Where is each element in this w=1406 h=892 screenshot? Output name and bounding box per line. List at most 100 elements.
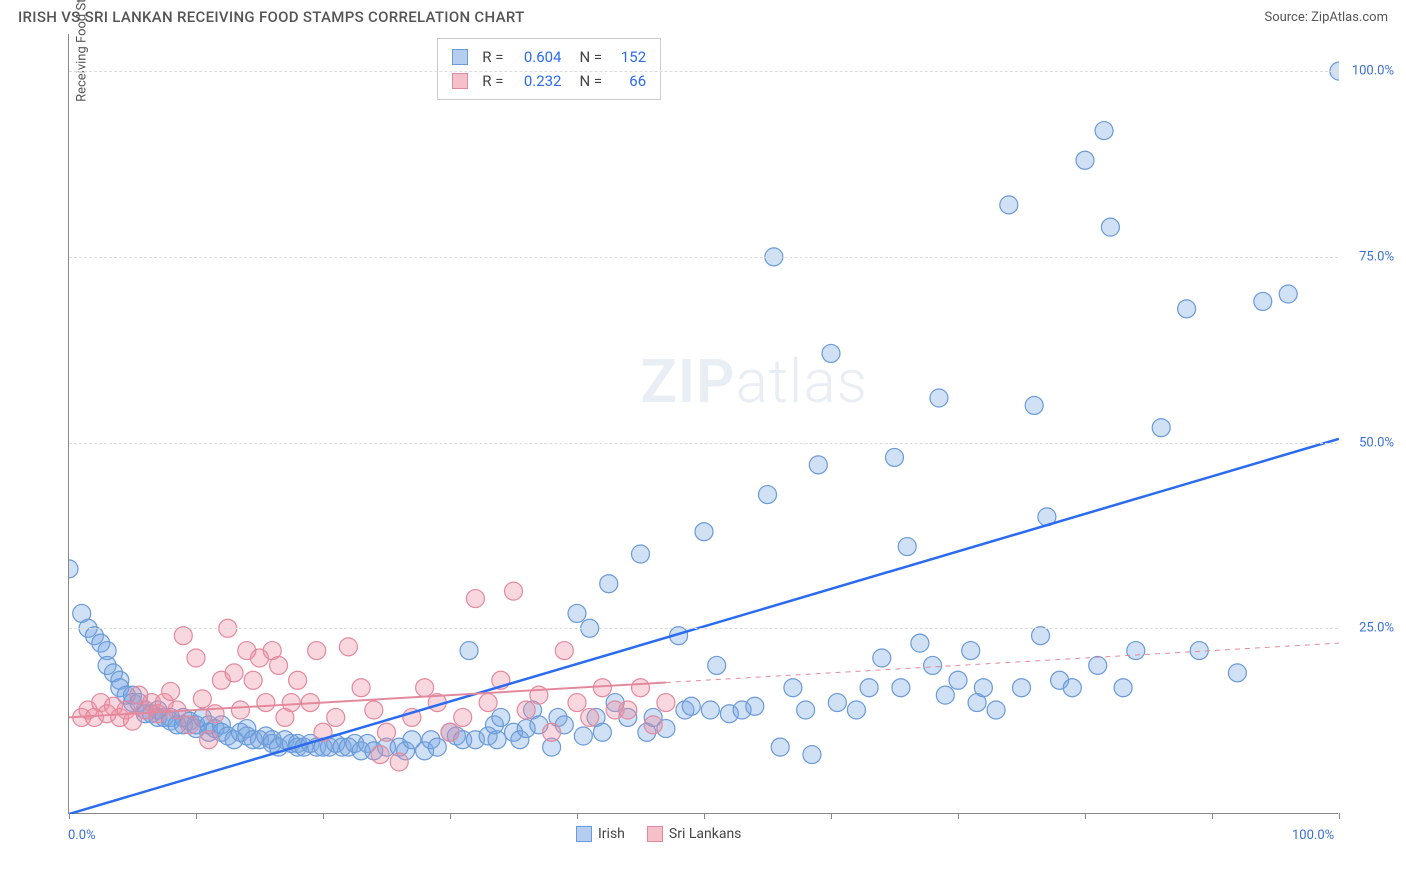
chart-source: Source: ZipAtlas.com: [1264, 10, 1388, 25]
stats-row: R =0.604N =152: [452, 45, 646, 69]
scatter-point: [505, 582, 523, 600]
scatter-point: [886, 448, 904, 466]
scatter-point: [289, 671, 307, 689]
swatch-icon: [452, 73, 468, 89]
xaxis-tick: [1339, 813, 1340, 819]
scatter-point: [771, 738, 789, 756]
scatter-point: [174, 627, 192, 645]
gridline: [69, 71, 1338, 72]
scatter-point: [1254, 292, 1272, 310]
scatter-point: [847, 701, 865, 719]
scatter-point: [797, 701, 815, 719]
scatter-point: [454, 708, 472, 726]
scatter-point: [1279, 285, 1297, 303]
scatter-point: [632, 545, 650, 563]
scatter-point: [466, 590, 484, 608]
scatter-point: [543, 723, 561, 741]
chart-title: IRISH VS SRI LANKAN RECEIVING FOOD STAMP…: [18, 8, 525, 26]
correlation-stats-box: R =0.604N =152R =0.232N =66: [437, 38, 661, 100]
scatter-point: [1228, 664, 1246, 682]
scatter-point: [479, 694, 497, 712]
swatch-icon: [647, 826, 663, 842]
xaxis-tick: [577, 813, 578, 819]
scatter-point: [682, 697, 700, 715]
scatter-point: [327, 708, 345, 726]
scatter-point: [416, 679, 434, 697]
xaxis-tick: [196, 813, 197, 819]
scatter-point: [231, 701, 249, 719]
scatter-point: [568, 694, 586, 712]
scatter-point: [517, 701, 535, 719]
scatter-point: [270, 656, 288, 674]
scatter-point: [1178, 300, 1196, 318]
xaxis-tick: [1085, 813, 1086, 819]
xaxis-end-label: 100.0%: [1292, 828, 1334, 843]
scatter-point: [282, 694, 300, 712]
scatter-point: [892, 679, 910, 697]
scatter-point: [441, 723, 459, 741]
scatter-point: [962, 642, 980, 660]
yaxis-tick-label: 25.0%: [1359, 621, 1394, 636]
scatter-point: [378, 723, 396, 741]
scatter-point: [1025, 396, 1043, 414]
xaxis-start-label: 0.0%: [68, 828, 96, 843]
xaxis-tick: [704, 813, 705, 819]
scatter-point: [1152, 419, 1170, 437]
scatter-point: [695, 523, 713, 541]
scatter-point: [352, 679, 370, 697]
scatter-point: [257, 694, 275, 712]
scatter-point: [600, 575, 618, 593]
scatter-point: [784, 679, 802, 697]
scatter-point: [1076, 151, 1094, 169]
scatter-point: [1095, 122, 1113, 140]
scatter-point: [1127, 642, 1145, 660]
scatter-point: [1114, 679, 1132, 697]
scatter-point: [828, 694, 846, 712]
scatter-point: [701, 701, 719, 719]
swatch-icon: [452, 49, 468, 65]
scatter-point: [1000, 196, 1018, 214]
scatter-point: [809, 456, 827, 474]
scatter-point: [206, 705, 224, 723]
scatter-point: [924, 656, 942, 674]
scatter-point: [619, 701, 637, 719]
xaxis-tick: [323, 813, 324, 819]
scatter-point: [930, 389, 948, 407]
scatter-point: [365, 701, 383, 719]
gridline: [69, 257, 1338, 258]
xaxis-tick: [450, 813, 451, 819]
legend-item: Irish: [576, 826, 625, 842]
xaxis-tick: [831, 813, 832, 819]
scatter-point: [803, 746, 821, 764]
scatter-point: [390, 753, 408, 771]
scatter-point: [632, 679, 650, 697]
scatter-point: [574, 727, 592, 745]
yaxis-tick-label: 100.0%: [1352, 64, 1394, 79]
scatter-point: [187, 649, 205, 667]
yaxis-tick-label: 50.0%: [1359, 435, 1394, 450]
scatter-point: [555, 642, 573, 660]
scatter-point: [581, 708, 599, 726]
scatter-point: [193, 690, 211, 708]
scatter-point: [428, 738, 446, 756]
scatter-point: [181, 716, 199, 734]
gridline: [69, 628, 1338, 629]
scatter-point: [759, 486, 777, 504]
scatter-point: [898, 538, 916, 556]
gridline: [69, 443, 1338, 444]
scatter-point: [244, 671, 262, 689]
scatter-point: [873, 649, 891, 667]
scatter-point: [339, 638, 357, 656]
chart-header: IRISH VS SRI LANKAN RECEIVING FOOD STAMP…: [0, 0, 1406, 30]
trend-line: [69, 439, 1339, 814]
xaxis-tick: [1212, 813, 1213, 819]
scatter-point: [1063, 679, 1081, 697]
scatter-point: [746, 697, 764, 715]
scatter-point: [1101, 218, 1119, 236]
scatter-point: [936, 686, 954, 704]
scatter-point: [708, 656, 726, 674]
scatter-point: [488, 731, 506, 749]
scatter-point: [974, 679, 992, 697]
scatter-point: [1032, 627, 1050, 645]
scatter-point: [860, 679, 878, 697]
